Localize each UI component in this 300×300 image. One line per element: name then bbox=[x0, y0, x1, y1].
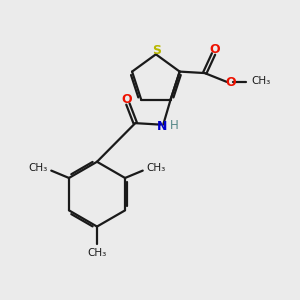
Text: CH₃: CH₃ bbox=[87, 248, 106, 258]
Text: H: H bbox=[170, 119, 179, 132]
Text: CH₃: CH₃ bbox=[146, 163, 166, 173]
Text: S: S bbox=[152, 44, 161, 57]
Text: O: O bbox=[225, 76, 236, 89]
Text: CH₃: CH₃ bbox=[28, 163, 48, 173]
Text: CH₃: CH₃ bbox=[252, 76, 271, 86]
Text: O: O bbox=[121, 93, 132, 106]
Text: N: N bbox=[157, 120, 167, 133]
Text: O: O bbox=[209, 43, 220, 56]
